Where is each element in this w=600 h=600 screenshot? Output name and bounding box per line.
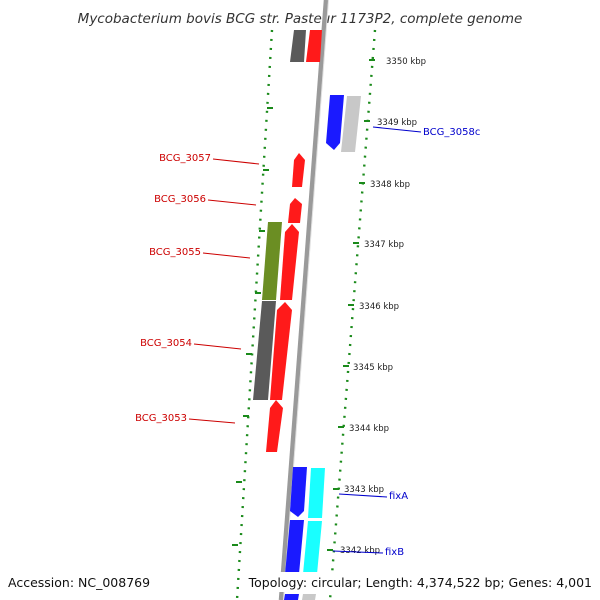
label-bcg-3058c[interactable]: BCG_3058c <box>423 127 480 138</box>
gene-fixb[interactable] <box>285 520 304 574</box>
gene-bcg-3054-block[interactable] <box>253 301 276 400</box>
kbp-label-3344: 3344 kbp <box>349 424 389 434</box>
leader-line-bcg-3057 <box>212 158 260 165</box>
gene-fixa[interactable] <box>290 467 307 517</box>
footer-stats: Topology: circular; Length: 4,374,522 bp… <box>248 575 592 590</box>
gene-fixb-block[interactable] <box>303 521 322 574</box>
feature-gray-bottom[interactable] <box>302 594 316 600</box>
kbp-label-3349: 3349 kbp <box>377 118 417 128</box>
kbp-label-3346: 3346 kbp <box>359 302 399 312</box>
leader-line-bcg-3053 <box>188 418 236 424</box>
gene-fixa-block[interactable] <box>308 468 325 518</box>
map-title: Mycobacterium bovis BCG str. Pasteur 117… <box>78 11 523 27</box>
feature-blue-bottom[interactable] <box>284 594 299 600</box>
gene-bcg-3055[interactable] <box>280 224 299 300</box>
ruler-left-ticks <box>232 107 273 546</box>
kbp-label-3347: 3347 kbp <box>364 240 404 250</box>
gene-bcg-3053[interactable] <box>266 400 283 452</box>
label-bcg-3057[interactable]: BCG_3057 <box>159 153 211 164</box>
leader-line-bcg-3056 <box>207 199 257 206</box>
gene-bcg-3058c[interactable] <box>326 95 344 150</box>
footer-stats-backing <box>258 572 596 592</box>
leader-line-fixb <box>332 550 384 554</box>
label-bcg-3054[interactable]: BCG_3054 <box>140 338 192 349</box>
leader-line-bcg-3055 <box>202 252 251 259</box>
leader-line-fixa <box>338 493 388 498</box>
kbp-label-3348: 3348 kbp <box>370 180 410 190</box>
ruler-right-ticks <box>327 59 375 551</box>
feature-dark-gray-top[interactable] <box>290 30 306 62</box>
footer-accession: Accession: NC_008769 <box>8 575 150 590</box>
gene-bcg-3056[interactable] <box>288 198 302 223</box>
footer-accession-backing <box>4 572 176 592</box>
kbp-label-3342: 3342 kbp <box>340 546 380 556</box>
kbp-label-3350: 3350 kbp <box>386 57 426 67</box>
gene-bcg-3057[interactable] <box>292 153 305 187</box>
kbp-label-3343: 3343 kbp <box>344 485 384 495</box>
label-fixa[interactable]: fixA <box>389 491 408 502</box>
kbp-label-3345: 3345 kbp <box>353 363 393 373</box>
leader-line-bcg-3058c <box>372 126 422 133</box>
label-bcg-3055[interactable]: BCG_3055 <box>149 247 201 258</box>
label-fixb[interactable]: fixB <box>385 547 404 558</box>
left-gene-labels: BCG_3057 BCG_3056 BCG_3055 BCG_3054 BCG_… <box>135 153 260 424</box>
label-bcg-3053[interactable]: BCG_3053 <box>135 413 187 424</box>
label-bcg-3056[interactable]: BCG_3056 <box>154 194 206 205</box>
right-gene-labels: BCG_3058c fixA fixB <box>332 126 480 558</box>
leader-line-bcg-3054 <box>193 343 242 350</box>
genome-backbone <box>278 0 329 600</box>
gene-bcg-3058c-block[interactable] <box>341 96 361 152</box>
gene-bcg-3055-block[interactable] <box>262 222 282 300</box>
gene-bcg-3054[interactable] <box>270 302 292 400</box>
feature-red-top[interactable] <box>306 30 322 62</box>
